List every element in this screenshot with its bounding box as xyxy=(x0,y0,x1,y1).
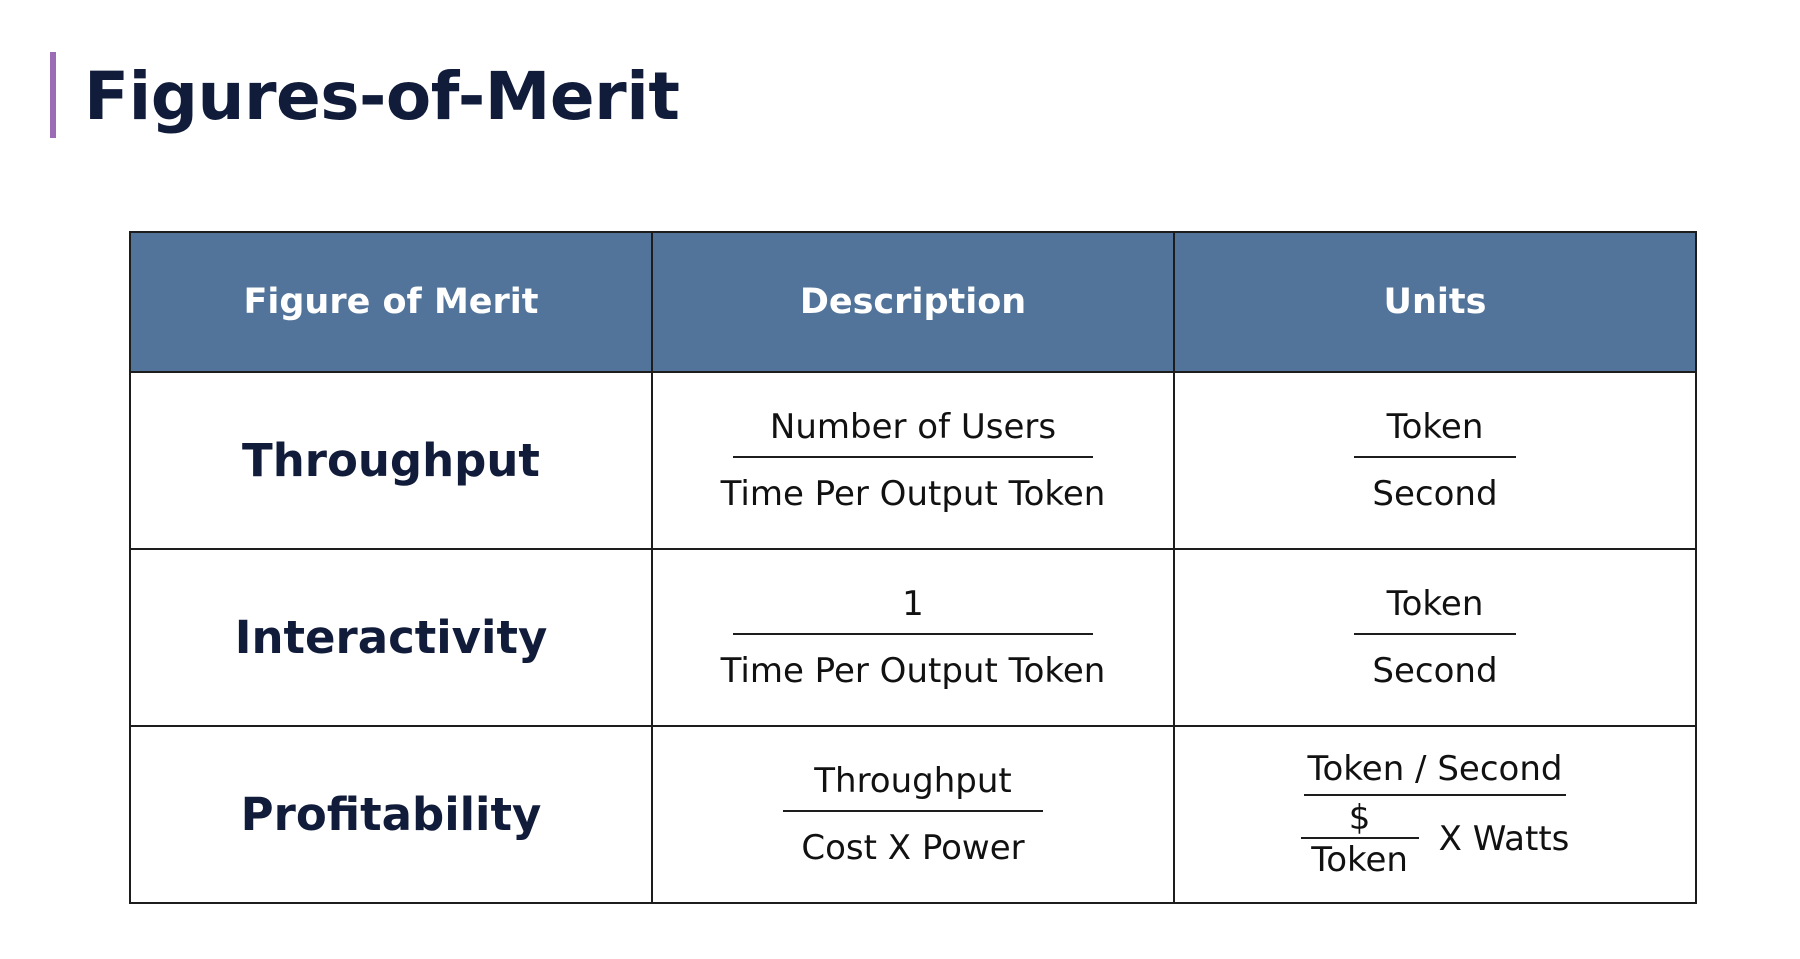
fraction-numerator: Token xyxy=(1386,407,1484,447)
fraction-denominator: Second xyxy=(1372,474,1498,514)
title-accent-bar xyxy=(50,52,56,138)
header-row: Figure of Merit Description Units xyxy=(129,231,1697,373)
fraction-bar xyxy=(1354,456,1516,458)
metric-name-throughput: Throughput xyxy=(242,434,540,487)
nested-fraction-bar xyxy=(1300,837,1419,839)
fraction-numerator: Token xyxy=(1386,584,1484,624)
description-fraction: 1 Time Per Output Token xyxy=(721,584,1106,688)
header-description: Description xyxy=(651,231,1175,373)
multiplier-text: X Watts xyxy=(1438,819,1570,859)
units-fraction: Token Second xyxy=(1354,587,1516,688)
page-title: Figures-of-Merit xyxy=(84,58,680,135)
table-row-profitability: Profitability Throughput Cost X Power To… xyxy=(129,725,1697,904)
fraction-bar xyxy=(733,633,1093,635)
cell-metric-name: Profitability xyxy=(129,725,653,904)
table-row-throughput: Throughput Number of Users Time Per Outp… xyxy=(129,371,1697,550)
figures-of-merit-table: Figure of Merit Description Units Throug… xyxy=(129,231,1697,904)
cell-description: 1 Time Per Output Token xyxy=(651,548,1175,727)
table-header: Figure of Merit Description Units xyxy=(129,231,1697,373)
fraction-numerator: Throughput xyxy=(814,761,1012,801)
cell-units: Token Second xyxy=(1173,548,1697,727)
fraction-bar xyxy=(1354,633,1516,635)
description-fraction: Throughput Cost X Power xyxy=(783,764,1043,865)
cell-metric-name: Interactivity xyxy=(129,548,653,727)
nested-numerator: $ xyxy=(1348,798,1371,838)
header-figure-of-merit: Figure of Merit xyxy=(129,231,653,373)
cell-units: Token Second xyxy=(1173,371,1697,550)
units-fraction: Token Second xyxy=(1354,410,1516,511)
fraction-denominator: Time Per Output Token xyxy=(720,474,1106,514)
nested-denominator: Token xyxy=(1311,840,1408,880)
metric-name-interactivity: Interactivity xyxy=(234,611,548,664)
fraction-numerator: Token / Second xyxy=(1307,749,1563,789)
fraction-bar xyxy=(733,456,1093,458)
fraction-denominator: Cost X Power xyxy=(801,828,1025,868)
fraction-denominator: Second xyxy=(1372,651,1498,691)
cell-description: Throughput Cost X Power xyxy=(651,725,1175,904)
cell-metric-name: Throughput xyxy=(129,371,653,550)
cell-description: Number of Users Time Per Output Token xyxy=(651,371,1175,550)
fraction-bar xyxy=(783,810,1043,812)
fraction-bar xyxy=(1303,794,1566,796)
cell-units: Token / Second $ Token X Watts xyxy=(1173,725,1697,904)
nested-fraction: $ Token xyxy=(1300,798,1419,880)
fraction-denominator: Time Per Output Token xyxy=(720,651,1106,691)
table-body: Throughput Number of Users Time Per Outp… xyxy=(129,371,1697,904)
description-fraction: Number of Users Time Per Output Token xyxy=(721,407,1106,511)
metric-name-profitability: Profitability xyxy=(240,788,542,841)
header-units: Units xyxy=(1173,231,1697,373)
fraction-numerator: Number of Users xyxy=(769,407,1057,447)
table-row-interactivity: Interactivity 1 Time Per Output Token To… xyxy=(129,548,1697,727)
fraction-denominator-group: $ Token X Watts xyxy=(1300,798,1570,880)
fraction-numerator: 1 xyxy=(902,584,924,624)
compound-units-fraction: Token / Second $ Token X Watts xyxy=(1300,749,1570,880)
